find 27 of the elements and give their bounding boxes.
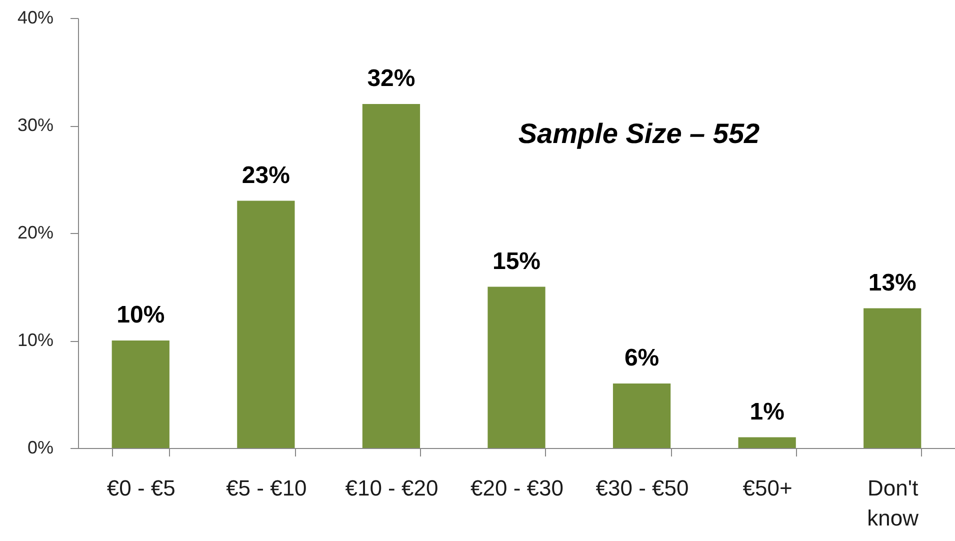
data-label: 23%: [242, 162, 290, 189]
y-tick-label: 30%: [17, 115, 54, 135]
bar: [612, 384, 671, 448]
bar: [362, 104, 420, 448]
data-label: 1%: [750, 398, 784, 426]
x-tick-label: €30 - €50: [596, 476, 689, 500]
bar: [864, 308, 922, 448]
bar: [738, 437, 796, 448]
bar: [112, 340, 170, 448]
bar: [237, 200, 295, 448]
x-tick-label: €20 - €30: [470, 476, 564, 500]
data-label: 10%: [116, 302, 165, 328]
x-tick-label: €10 - €20: [345, 476, 438, 500]
data-label: 15%: [492, 248, 541, 275]
data-label: 32%: [367, 65, 416, 92]
data-label: 13%: [868, 269, 916, 296]
y-tick-label: 40%: [17, 8, 54, 28]
data-label: 6%: [624, 344, 660, 372]
x-tick-label: €50+: [742, 476, 792, 500]
y-tick-label: 20%: [17, 222, 54, 242]
x-tick-label: €0 - €5: [106, 476, 176, 500]
y-tick-label: 0%: [27, 438, 54, 458]
bar: [488, 286, 546, 448]
annotation: Sample Size – 552: [518, 118, 760, 149]
x-tick-label: €5 - €10: [226, 476, 307, 500]
x-tick-label: Don't know: [867, 476, 919, 530]
y-tick-label: 10%: [17, 330, 54, 350]
